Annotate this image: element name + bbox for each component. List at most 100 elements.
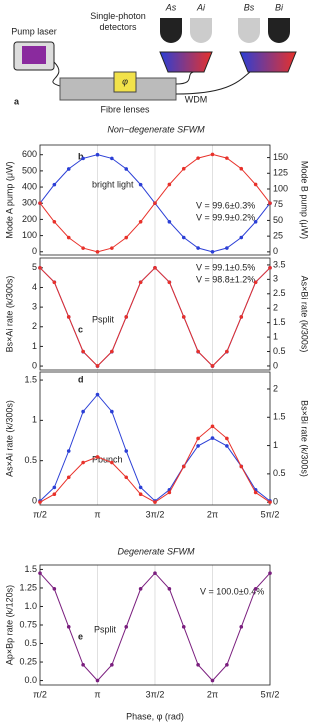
data-point bbox=[181, 315, 186, 319]
heading: Non−degenerate SFWM bbox=[107, 124, 205, 134]
data-point bbox=[181, 464, 186, 469]
data-point bbox=[110, 663, 114, 667]
x-tick-label: π/2 bbox=[33, 509, 47, 519]
data-point bbox=[38, 500, 42, 504]
panel-letter: c bbox=[78, 324, 83, 334]
y-axis-label: Bs×Ai rate (k/300s) bbox=[4, 276, 14, 353]
data-point bbox=[196, 246, 200, 250]
data-point bbox=[66, 449, 71, 453]
y2-tick-label: 125 bbox=[273, 168, 288, 178]
y-tick-label: 200 bbox=[22, 214, 37, 224]
data-point bbox=[181, 166, 186, 171]
panel-letter: d bbox=[78, 374, 84, 384]
y2-tick-label: 3.5 bbox=[273, 259, 286, 269]
det-label: As bbox=[165, 2, 177, 12]
data-point bbox=[138, 182, 143, 187]
y-tick-label: 1.5 bbox=[24, 564, 37, 574]
det-label: Bi bbox=[275, 2, 284, 12]
data-point bbox=[81, 663, 85, 667]
y2-tick-label: 0 bbox=[273, 360, 278, 370]
x-tick-label: 5π/2 bbox=[261, 689, 280, 699]
y2-tick-label: 0.5 bbox=[273, 468, 286, 478]
data-point bbox=[38, 266, 42, 270]
data-point bbox=[239, 166, 244, 171]
y2-tick-label: 150 bbox=[273, 152, 288, 162]
data-point bbox=[138, 492, 143, 496]
y2-axis-label: Bs×Bi rate (k/300s) bbox=[300, 400, 310, 477]
y-tick-label: 0 bbox=[32, 495, 37, 505]
y-tick-label: 0.0 bbox=[24, 675, 37, 685]
y-tick-label: 0.25 bbox=[19, 656, 37, 666]
data-point bbox=[268, 266, 272, 270]
data-point bbox=[239, 464, 244, 469]
data-point bbox=[124, 475, 129, 480]
data-point bbox=[225, 436, 229, 441]
y-tick-label: 1.25 bbox=[19, 582, 37, 592]
annotation: V = 99.9±0.2% bbox=[196, 212, 255, 222]
y-tick-label: 1.5 bbox=[24, 374, 37, 384]
data-point bbox=[52, 485, 57, 490]
data-point bbox=[196, 663, 200, 667]
y-tick-label: 0.5 bbox=[24, 638, 37, 648]
data-point bbox=[81, 349, 85, 354]
y2-tick-label: 50 bbox=[273, 215, 283, 225]
data-point bbox=[153, 201, 157, 205]
data-point bbox=[38, 201, 42, 205]
data-point bbox=[210, 249, 215, 254]
y-tick-label: 300 bbox=[22, 198, 37, 208]
data-point bbox=[81, 246, 85, 250]
data-point bbox=[167, 220, 172, 224]
y-tick-label: 1.0 bbox=[24, 601, 37, 611]
data-point bbox=[95, 455, 100, 459]
data-point bbox=[110, 246, 114, 250]
data-point bbox=[110, 409, 114, 414]
phase-shifter bbox=[113, 71, 137, 93]
data-point bbox=[181, 625, 186, 629]
lenses-label: Fibre lenses bbox=[100, 104, 150, 114]
y-tick-label: 600 bbox=[22, 149, 37, 159]
y-axis-label: Ap×Bp rate (k/120s) bbox=[4, 585, 14, 665]
data-point bbox=[153, 500, 157, 504]
phase-label: φ bbox=[122, 76, 128, 86]
data-point bbox=[95, 392, 100, 397]
data-point bbox=[38, 571, 42, 575]
y2-tick-label: 2 bbox=[273, 383, 278, 393]
data-point bbox=[210, 152, 215, 157]
data-point bbox=[196, 444, 200, 448]
panel-letter: a bbox=[14, 96, 20, 106]
y-tick-label: 1 bbox=[32, 415, 37, 425]
data-point bbox=[66, 167, 71, 171]
det-label: Bs bbox=[244, 2, 255, 12]
data-point bbox=[95, 678, 100, 683]
data-point bbox=[66, 235, 71, 240]
data-point bbox=[110, 460, 114, 465]
annotation: V = 99.6±0.3% bbox=[196, 200, 255, 210]
data-point bbox=[153, 266, 157, 270]
annotation: Pbunch bbox=[92, 454, 123, 464]
data-point bbox=[239, 235, 244, 240]
data-point bbox=[66, 315, 71, 319]
data-point bbox=[52, 587, 57, 591]
x-tick-label: π/2 bbox=[33, 689, 47, 699]
data-point bbox=[167, 587, 172, 591]
data-point bbox=[110, 349, 114, 354]
y2-tick-label: 2.5 bbox=[273, 288, 286, 298]
y2-tick-label: 75 bbox=[273, 199, 283, 209]
y-tick-label: 0.5 bbox=[24, 455, 37, 465]
data-point bbox=[66, 625, 71, 629]
data-point bbox=[138, 485, 143, 490]
detector bbox=[238, 18, 260, 43]
data-point bbox=[268, 201, 272, 205]
data-point bbox=[225, 246, 229, 250]
data-point bbox=[253, 490, 258, 495]
data-point bbox=[167, 490, 172, 495]
data-point bbox=[268, 571, 272, 575]
data-point bbox=[210, 424, 215, 429]
data-point bbox=[124, 625, 129, 629]
y2-axis-label: As×Bi rate (k/300s) bbox=[300, 276, 310, 353]
data-point bbox=[138, 280, 143, 285]
plot-frame bbox=[39, 257, 271, 371]
y-tick-label: 5 bbox=[32, 262, 37, 272]
data-point bbox=[110, 156, 114, 161]
x-tick-label: 2π bbox=[207, 689, 218, 699]
